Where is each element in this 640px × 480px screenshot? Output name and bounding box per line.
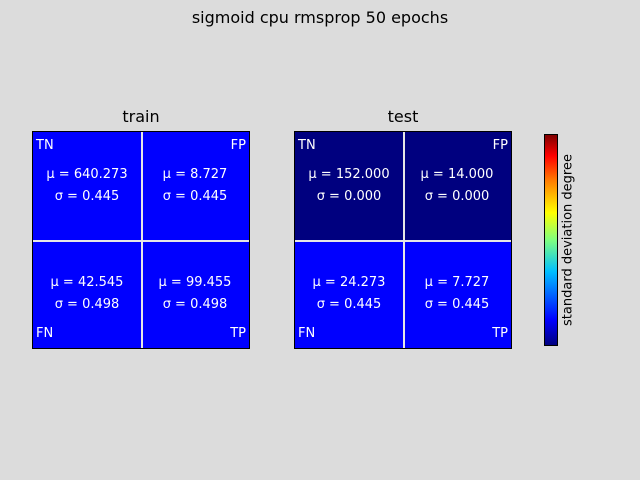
cell-mean: μ = 152.000 bbox=[308, 167, 390, 182]
cell-label: FN bbox=[36, 326, 54, 341]
cell-mean: μ = 24.273 bbox=[312, 275, 386, 290]
test-cell-fp: FP μ = 14.000 σ = 0.000 bbox=[403, 132, 511, 240]
colorbar-label: standard deviation degree bbox=[560, 154, 576, 326]
train-cell-fp: FP μ = 8.727 σ = 0.445 bbox=[141, 132, 249, 240]
cell-mean: μ = 99.455 bbox=[158, 275, 232, 290]
cell-std: σ = 0.445 bbox=[316, 297, 382, 312]
cell-mean: μ = 640.273 bbox=[46, 167, 128, 182]
cell-mean: μ = 7.727 bbox=[424, 275, 490, 290]
test-panel: test TN μ = 152.000 σ = 0.000 FP μ = 14.… bbox=[294, 107, 512, 349]
cell-mean: μ = 14.000 bbox=[420, 167, 494, 182]
train-confusion-matrix: TN μ = 640.273 σ = 0.445 FP μ = 8.727 σ … bbox=[32, 131, 250, 349]
train-cell-tp: TP μ = 99.455 σ = 0.498 bbox=[141, 240, 249, 348]
cell-label: FP bbox=[230, 138, 246, 153]
test-cell-tp: TP μ = 7.727 σ = 0.445 bbox=[403, 240, 511, 348]
test-panel-title: test bbox=[387, 107, 419, 126]
cell-std: σ = 0.445 bbox=[162, 189, 228, 204]
cell-std: σ = 0.445 bbox=[424, 297, 490, 312]
cell-label: TP bbox=[492, 326, 508, 341]
cell-std: σ = 0.445 bbox=[54, 189, 120, 204]
train-panel: train TN μ = 640.273 σ = 0.445 FP μ = 8.… bbox=[32, 107, 250, 349]
train-panel-title: train bbox=[122, 107, 160, 126]
cell-std: σ = 0.498 bbox=[162, 297, 228, 312]
train-cell-fn: FN μ = 42.545 σ = 0.498 bbox=[33, 240, 141, 348]
colorbar bbox=[544, 134, 558, 346]
cell-label: TN bbox=[298, 138, 316, 153]
test-confusion-matrix: TN μ = 152.000 σ = 0.000 FP μ = 14.000 σ… bbox=[294, 131, 512, 349]
cell-label: TN bbox=[36, 138, 54, 153]
cell-label: TP bbox=[230, 326, 246, 341]
cell-std: σ = 0.498 bbox=[54, 297, 120, 312]
cell-mean: μ = 8.727 bbox=[162, 167, 228, 182]
grid-line-horizontal bbox=[295, 240, 511, 242]
cell-label: FN bbox=[298, 326, 316, 341]
test-cell-fn: FN μ = 24.273 σ = 0.445 bbox=[295, 240, 403, 348]
cell-std: σ = 0.000 bbox=[316, 189, 382, 204]
grid-line-horizontal bbox=[33, 240, 249, 242]
train-cell-tn: TN μ = 640.273 σ = 0.445 bbox=[33, 132, 141, 240]
figure-title: sigmoid cpu rmsprop 50 epochs bbox=[191, 8, 449, 27]
cell-std: σ = 0.000 bbox=[424, 189, 490, 204]
cell-mean: μ = 42.545 bbox=[50, 275, 124, 290]
cell-label: FP bbox=[492, 138, 508, 153]
test-cell-tn: TN μ = 152.000 σ = 0.000 bbox=[295, 132, 403, 240]
